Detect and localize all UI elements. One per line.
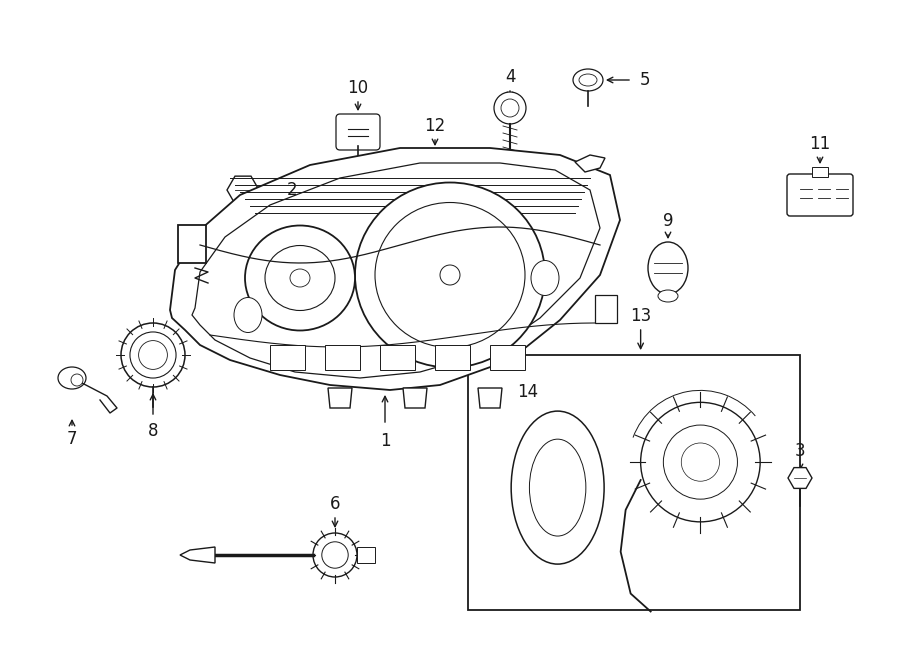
Text: 11: 11 xyxy=(809,135,831,153)
Polygon shape xyxy=(421,151,449,175)
Bar xyxy=(595,295,617,323)
Bar xyxy=(490,345,525,370)
Ellipse shape xyxy=(375,202,525,348)
Circle shape xyxy=(501,99,519,117)
Bar xyxy=(468,355,800,610)
Text: 14: 14 xyxy=(518,383,538,401)
Ellipse shape xyxy=(245,225,355,330)
Bar xyxy=(325,345,360,370)
Bar xyxy=(380,345,415,370)
Text: 13: 13 xyxy=(630,307,652,325)
Text: 1: 1 xyxy=(380,432,391,450)
Text: 10: 10 xyxy=(347,79,369,97)
Polygon shape xyxy=(478,388,502,408)
Circle shape xyxy=(313,533,357,577)
Polygon shape xyxy=(192,163,600,378)
Polygon shape xyxy=(788,467,812,488)
Circle shape xyxy=(663,425,737,499)
Polygon shape xyxy=(170,148,620,390)
Ellipse shape xyxy=(58,367,86,389)
Text: 3: 3 xyxy=(795,442,806,460)
Ellipse shape xyxy=(573,69,603,91)
Bar xyxy=(178,225,206,263)
Circle shape xyxy=(681,443,719,481)
Circle shape xyxy=(71,374,83,386)
Ellipse shape xyxy=(290,269,310,287)
Ellipse shape xyxy=(355,182,545,368)
Circle shape xyxy=(139,340,167,369)
Ellipse shape xyxy=(648,242,688,294)
Circle shape xyxy=(121,323,185,387)
Bar xyxy=(435,345,470,370)
FancyBboxPatch shape xyxy=(336,114,380,150)
Ellipse shape xyxy=(511,411,604,564)
Circle shape xyxy=(322,542,348,568)
Polygon shape xyxy=(227,176,259,204)
Text: 6: 6 xyxy=(329,495,340,513)
Circle shape xyxy=(130,332,176,378)
Text: 7: 7 xyxy=(67,430,77,448)
Text: 2: 2 xyxy=(287,181,298,199)
Circle shape xyxy=(494,92,526,124)
Text: 4: 4 xyxy=(505,68,515,86)
Circle shape xyxy=(641,403,760,522)
Ellipse shape xyxy=(265,245,335,311)
Ellipse shape xyxy=(529,439,586,536)
Bar xyxy=(357,547,375,563)
Bar xyxy=(812,167,828,177)
Polygon shape xyxy=(180,547,215,563)
Polygon shape xyxy=(575,155,605,172)
Polygon shape xyxy=(328,388,352,408)
Ellipse shape xyxy=(579,74,597,86)
Bar xyxy=(270,345,305,370)
Text: 12: 12 xyxy=(425,117,446,135)
Ellipse shape xyxy=(531,260,559,295)
Circle shape xyxy=(440,265,460,285)
Text: 9: 9 xyxy=(662,212,673,230)
Ellipse shape xyxy=(658,290,678,302)
Ellipse shape xyxy=(234,297,262,332)
Text: 5: 5 xyxy=(640,71,651,89)
Text: 8: 8 xyxy=(148,422,158,440)
FancyBboxPatch shape xyxy=(787,174,853,216)
Polygon shape xyxy=(403,388,427,408)
